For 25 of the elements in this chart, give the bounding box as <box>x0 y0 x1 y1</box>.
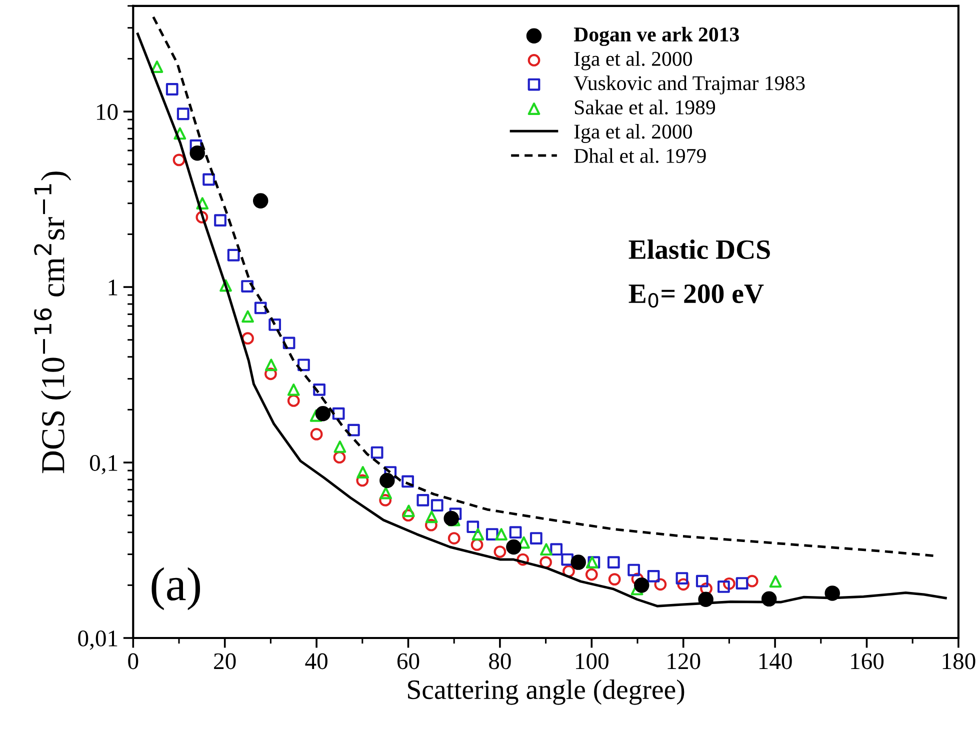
annotation: (a) <box>152 567 200 610</box>
y-tick-label: 0,1 <box>90 455 118 474</box>
legend-label: Iga et al. 2000 <box>574 51 692 70</box>
x-tick-label: 20 <box>214 653 236 670</box>
annotation: E$_{0}$= 200 eV <box>628 284 764 308</box>
x-tick-label: 140 <box>759 653 792 670</box>
y-tick-label: 10 <box>97 104 118 120</box>
legend-label: Dogan ve ark 2013 <box>574 26 739 46</box>
legend-label: Vuskovic and Trajmar 1983 <box>574 76 805 94</box>
y-tick-label: 0,01 <box>78 630 118 650</box>
y-axis-title: DCS (10$^{−16}$ cm$^{2}$sr$^{−1}$) <box>34 172 72 474</box>
x-tick-label: 100 <box>576 653 608 670</box>
annotation: Elastic DCS <box>628 239 770 260</box>
x-tick-label: 160 <box>851 653 884 670</box>
legend-label: Dhal et al. 1979 <box>574 148 706 164</box>
y-tick-label: 1 <box>108 280 118 296</box>
legend-label: Sakae et al. 1989 <box>574 100 716 115</box>
x-tick-label: 80 <box>489 653 511 670</box>
x-tick-label: 0 <box>128 653 138 670</box>
x-axis-title: Scattering angle (degree) <box>408 680 684 705</box>
x-tick-label: 40 <box>305 653 328 670</box>
x-tick-label: 180 <box>942 653 976 670</box>
x-tick-label: 120 <box>668 653 700 670</box>
x-tick-label: 60 <box>397 653 420 670</box>
legend-label: Iga et al. 2000 <box>574 124 692 143</box>
